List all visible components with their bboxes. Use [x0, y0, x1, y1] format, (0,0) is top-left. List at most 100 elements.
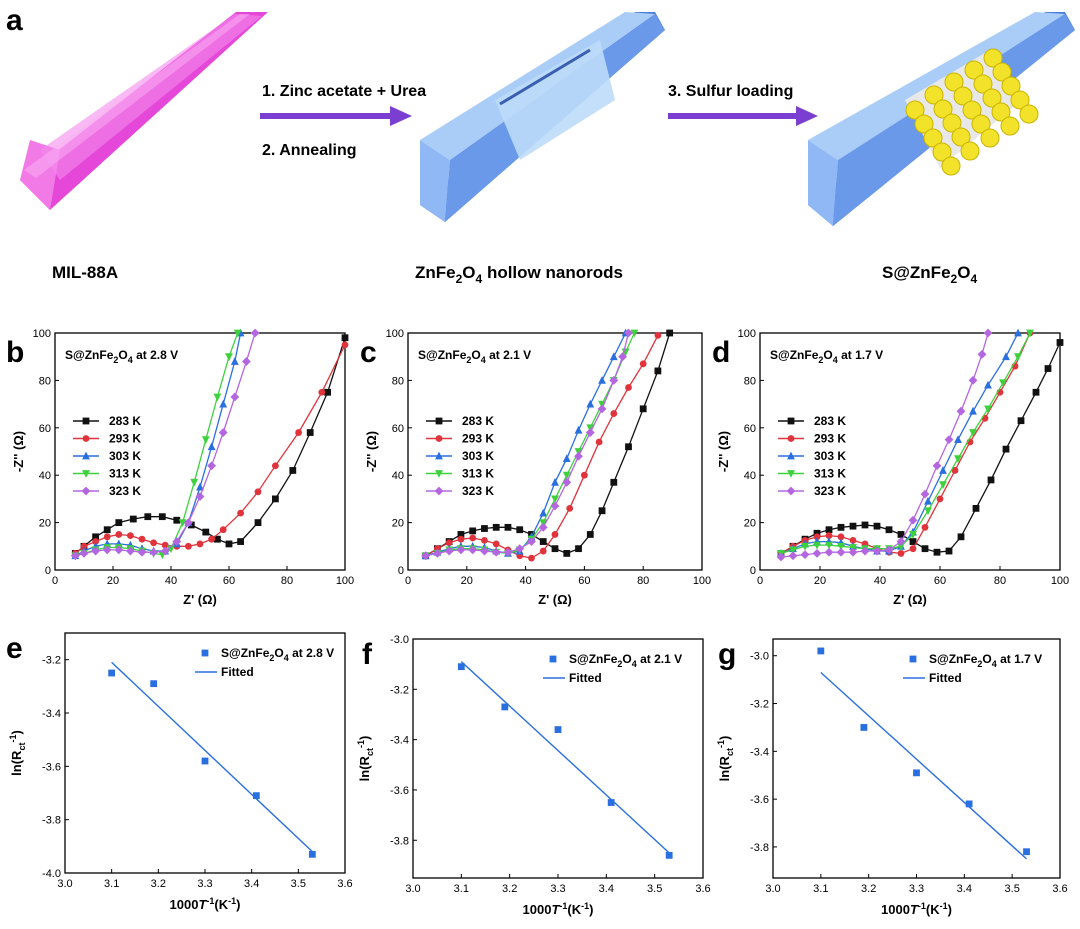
data-point — [813, 529, 821, 537]
data-point — [908, 515, 918, 525]
sulfur-loaded-rod — [808, 12, 1075, 226]
legend-label: 283 K — [814, 414, 846, 428]
data-point — [885, 526, 893, 534]
data-point — [954, 435, 962, 444]
data-point — [956, 406, 966, 416]
y-axis-label: ln(Rct-1) — [356, 736, 375, 782]
data-point — [289, 467, 297, 474]
data-point — [225, 353, 233, 362]
data-point — [515, 544, 525, 554]
data-point — [213, 393, 222, 402]
data-point — [160, 546, 170, 556]
data-point — [527, 537, 536, 546]
data-point — [219, 399, 228, 408]
data-point — [1014, 328, 1022, 337]
label-mil-88a: MIL-88A — [52, 263, 118, 282]
data-point — [1014, 353, 1022, 362]
data-point — [1023, 848, 1030, 856]
x-tick-label: 60 — [578, 575, 590, 587]
data-point — [150, 680, 158, 688]
data-point — [178, 519, 187, 527]
data-point — [295, 429, 302, 436]
legend-marker — [435, 417, 443, 425]
data-point — [837, 542, 845, 551]
data-point — [625, 384, 632, 391]
chart-panel-b: b 0 20 40 60 80 100 0 20 40 60 80 100 S@ZnFe2O4 at 2.… — [6, 328, 354, 607]
y-tick-label: 80 — [744, 375, 756, 387]
plot-frame — [54, 332, 346, 571]
data-point — [562, 454, 571, 463]
data-point — [341, 341, 349, 349]
y-tick-label: 100 — [33, 328, 51, 340]
data-point — [539, 538, 547, 545]
series-313-K: 313 K — [71, 329, 242, 561]
data-point — [554, 726, 562, 733]
data-point — [909, 545, 917, 553]
data-point — [201, 436, 210, 445]
x-tick-label: 3.1 — [813, 883, 828, 895]
fit-line — [820, 671, 1027, 860]
sulfur-particle-8 — [951, 127, 971, 147]
schematic-panel: a 1. Zinc acetate + Urea 2. Annealing — [6, 4, 1075, 286]
legend-marker — [435, 470, 443, 478]
y-tick-label: 80 — [392, 375, 404, 387]
data-point — [965, 800, 973, 808]
data-point — [138, 535, 146, 543]
data-point — [457, 663, 465, 671]
data-point — [969, 429, 977, 437]
x-tick-label: 3.1 — [104, 878, 119, 890]
panel-letter-g: g — [718, 638, 736, 671]
series-323-K: 323 K — [421, 328, 633, 561]
data-point — [860, 724, 868, 731]
legend-label: 293 K — [462, 432, 494, 446]
y-tick-label: -3.6 — [390, 785, 409, 797]
data-point — [597, 404, 607, 414]
data-point — [849, 536, 857, 544]
data-point — [341, 334, 349, 342]
data-point — [173, 516, 181, 524]
legend-marker — [82, 470, 90, 478]
x-tick-label: 3.5 — [1005, 883, 1020, 895]
x-tick-label: 3.6 — [1052, 883, 1067, 895]
data-point — [630, 329, 639, 338]
legend-label: Fitted — [569, 671, 602, 685]
data-point — [984, 380, 992, 389]
sulfur-particle-0 — [905, 100, 925, 120]
data-point — [825, 541, 833, 550]
data-point — [501, 703, 509, 711]
legend-marker — [787, 470, 795, 478]
panel-letter-a: a — [6, 4, 23, 37]
panel-letter-c: c — [360, 336, 377, 369]
data-point — [225, 540, 233, 548]
x-tick-label: 3.3 — [197, 878, 212, 890]
x-tick-label: 3.0 — [405, 883, 420, 895]
data-point — [610, 410, 618, 417]
data-point — [610, 478, 618, 486]
data-point — [776, 552, 786, 562]
data-point — [190, 478, 199, 487]
series-293-K: 293 K — [777, 329, 1034, 557]
data-point — [945, 547, 953, 555]
series-293-K: 293 K — [71, 341, 349, 557]
x-tick-label: 100 — [336, 575, 354, 587]
sulfur-particle-18 — [991, 102, 1011, 122]
sulfur-particle-4 — [941, 156, 961, 176]
series-line — [75, 332, 256, 557]
chart-panel-g: g 3.0 3.1 3.2 3.3 3.4 3.5 3.6 -3.8 -3.6 -3.4 -3.2 -3… — [716, 638, 1068, 917]
x-tick-label: 20 — [461, 575, 473, 587]
x-tick-label: 3.4 — [599, 883, 614, 895]
sulfur-particle-19 — [1000, 116, 1020, 136]
data-point — [639, 360, 647, 368]
data-point — [812, 549, 822, 558]
sulfur-particle-17 — [982, 88, 1002, 108]
data-point — [456, 545, 466, 555]
data-point — [1044, 365, 1052, 372]
data-point — [103, 533, 111, 541]
data-point — [944, 435, 954, 445]
data-point — [837, 533, 845, 541]
sulfur-particle-10 — [944, 72, 964, 92]
x-tick-label: 3.4 — [244, 878, 259, 890]
y-tick-label: 20 — [744, 518, 756, 530]
x-tick-label: 3.1 — [454, 883, 469, 895]
data-point — [932, 461, 942, 471]
